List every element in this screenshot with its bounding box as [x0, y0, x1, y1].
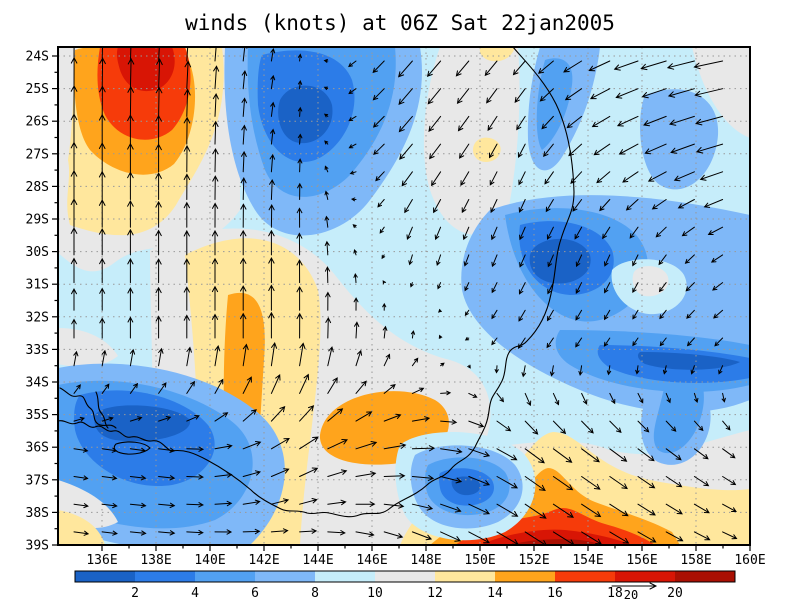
- lat-label: 24S: [26, 50, 49, 65]
- lat-label: 33S: [26, 343, 49, 358]
- axis-ticks: [52, 55, 751, 551]
- lon-label: 158E: [680, 553, 711, 568]
- lon-label: 146E: [356, 553, 387, 568]
- lat-label: 28S: [26, 180, 49, 195]
- colorbar-tick-label: 4: [191, 586, 199, 600]
- lat-label: 34S: [26, 376, 49, 391]
- longitude-axis-labels: 136E 138E 140E 142E 144E 146E 148E 150E 152E 154E…: [86, 553, 765, 568]
- latitude-axis-labels: 24S 25S 26S 27S 28S 29S 30S 31S 32S 33S 34S 35S 36S 3…: [26, 50, 49, 554]
- lon-label: 156E: [626, 553, 657, 568]
- lon-label: 136E: [86, 553, 117, 568]
- colorbar-tick-label: 12: [427, 586, 443, 600]
- lat-label: 36S: [26, 441, 49, 456]
- lat-label: 25S: [26, 82, 49, 97]
- lon-label: 142E: [248, 553, 279, 568]
- wind-vector-arrows: [70, 47, 738, 545]
- lon-label: 148E: [410, 553, 441, 568]
- lon-label: 150E: [464, 553, 495, 568]
- lon-label: 140E: [194, 553, 225, 568]
- reference-arrow-label: 20: [624, 588, 638, 600]
- reference-arrow-icon: [611, 582, 658, 590]
- colorbar-tick-label: 18: [607, 586, 623, 600]
- colorbar-tick-label: 16: [547, 586, 563, 600]
- colorbar-tick-label: 6: [251, 586, 259, 600]
- lat-label: 38S: [26, 506, 49, 521]
- lat-label: 30S: [26, 245, 49, 260]
- contour-fill-layer: [58, 47, 750, 545]
- lat-label: 39S: [26, 539, 49, 554]
- lat-label: 37S: [26, 473, 49, 488]
- lat-label: 29S: [26, 213, 49, 228]
- lat-label: 27S: [26, 147, 49, 162]
- lat-label: 35S: [26, 408, 49, 423]
- lon-label: 154E: [572, 553, 603, 568]
- lon-label: 144E: [302, 553, 333, 568]
- colorbar-tick-label: 10: [367, 586, 383, 600]
- coastline: [58, 47, 575, 518]
- chart-title: winds (knots) at 06Z Sat 22jan2005: [185, 11, 615, 35]
- plot-border: [57, 46, 751, 546]
- lon-label: 152E: [518, 553, 549, 568]
- lat-label: 31S: [26, 278, 49, 293]
- lon-label: 138E: [140, 553, 171, 568]
- colorbar-tick-label: 8: [311, 586, 319, 600]
- lon-label: 160E: [734, 553, 765, 568]
- colorbar-tick-label: 2: [131, 586, 139, 600]
- lat-label: 26S: [26, 115, 49, 130]
- lat-label: 32S: [26, 310, 49, 325]
- colorbar-tick-label: 14: [487, 586, 503, 600]
- colorbar-tick-label: 20: [667, 586, 683, 600]
